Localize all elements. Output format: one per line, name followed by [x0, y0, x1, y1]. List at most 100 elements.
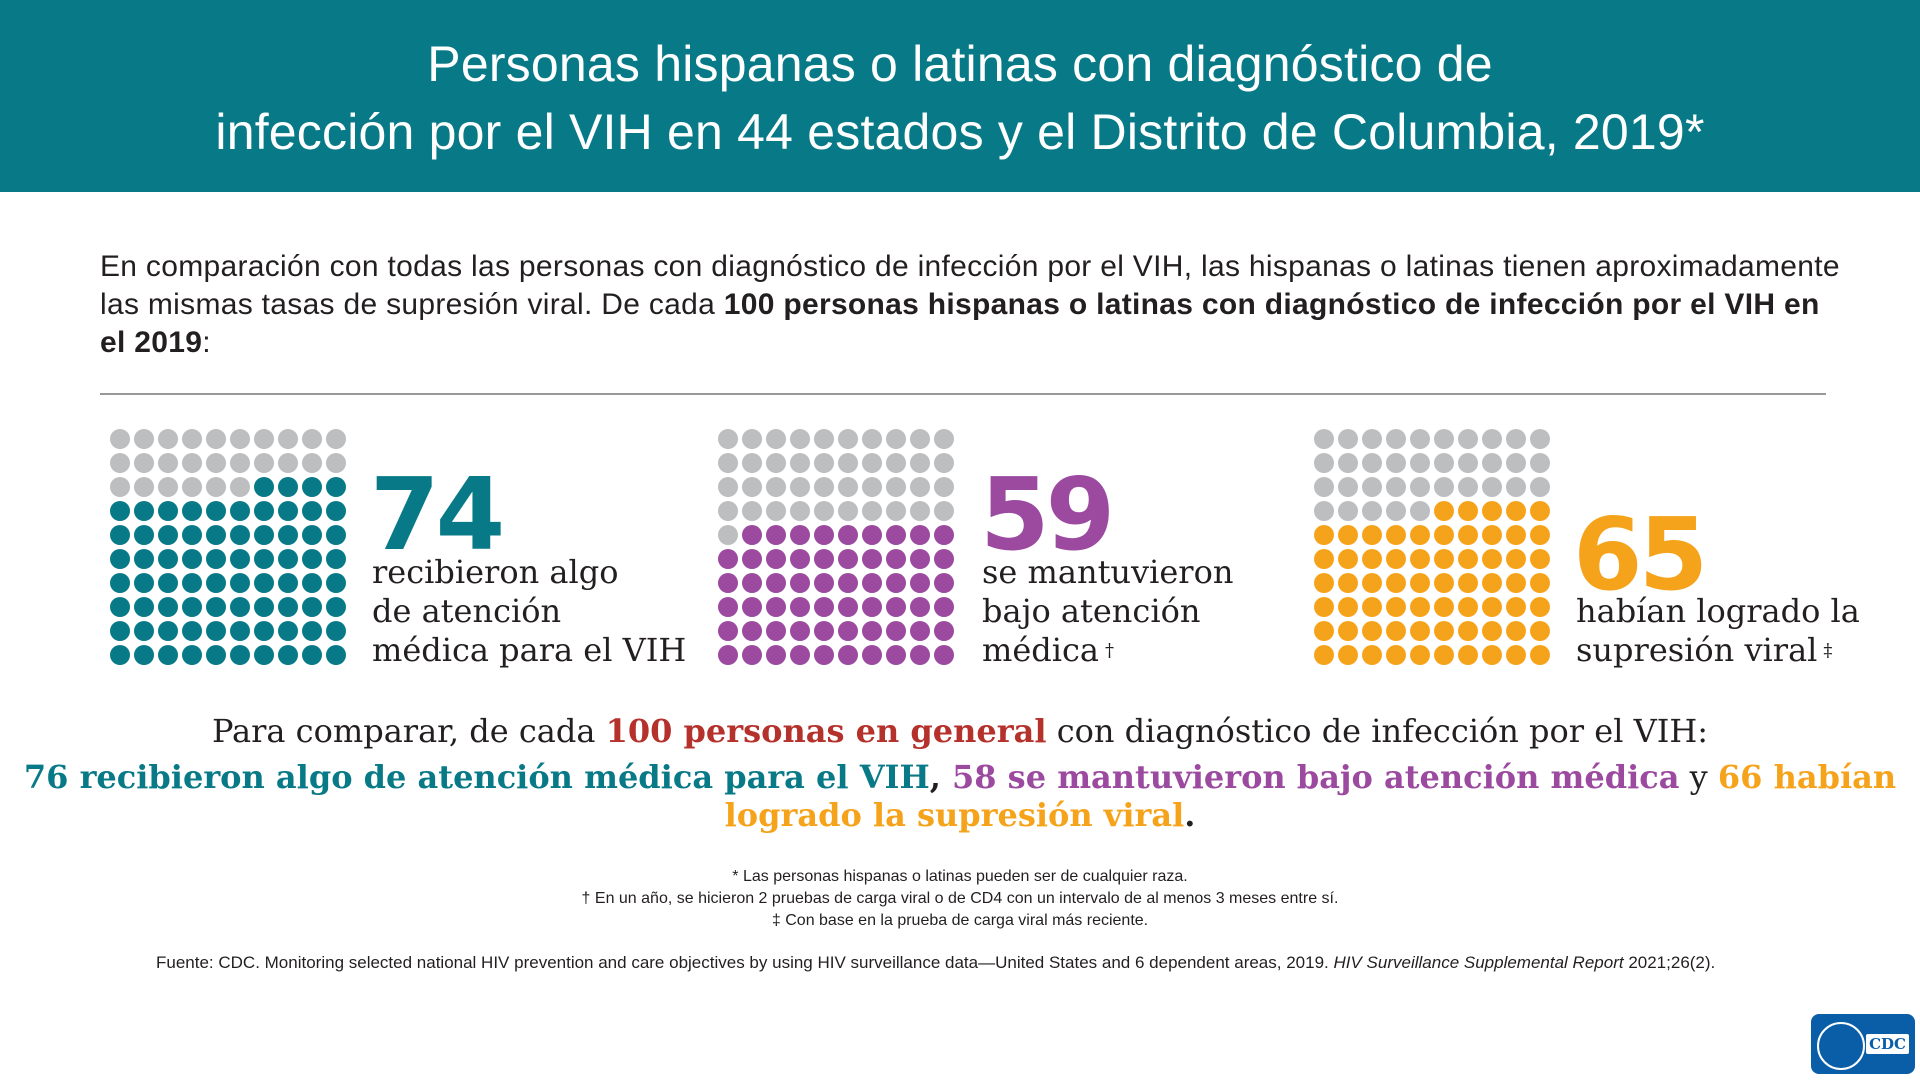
- grid-dot: [278, 501, 298, 521]
- grid-dot: [254, 429, 274, 449]
- grid-dot: [886, 549, 906, 569]
- grid-dot: [1506, 573, 1526, 593]
- grid-dot: [790, 501, 810, 521]
- grid-dot: [1410, 453, 1430, 473]
- grid-dot: [1338, 621, 1358, 641]
- grid-dot: [1362, 573, 1382, 593]
- stat-value-care: 74: [370, 456, 505, 573]
- grid-dot: [1434, 501, 1454, 521]
- dot-grid-care: [110, 429, 346, 665]
- grid-dot: [134, 573, 154, 593]
- grid-dot: [910, 573, 930, 593]
- grid-dot: [254, 573, 274, 593]
- stat-label-care-line1: recibieron algo: [372, 553, 619, 591]
- grid-dot: [158, 453, 178, 473]
- grid-dot: [1338, 453, 1358, 473]
- grid-dot: [158, 597, 178, 617]
- grid-dot: [278, 429, 298, 449]
- grid-dot: [110, 525, 130, 545]
- grid-dot: [326, 453, 346, 473]
- grid-dot: [862, 573, 882, 593]
- grid-dot: [230, 549, 250, 569]
- grid-dot: [206, 549, 226, 569]
- grid-dot: [1362, 501, 1382, 521]
- stat-label-care-line3: médica para el VIH: [372, 631, 687, 669]
- grid-dot: [326, 573, 346, 593]
- grid-dot: [158, 525, 178, 545]
- grid-dot: [886, 501, 906, 521]
- grid-dot: [206, 477, 226, 497]
- grid-dot: [302, 429, 322, 449]
- comparison-intro: Para comparar, de cada 100 personas en g…: [0, 712, 1920, 750]
- footnote-1: * Las personas hispanas o latinas pueden…: [732, 868, 1188, 885]
- grid-dot: [766, 597, 786, 617]
- stat-label-care-line2: de atención: [372, 592, 562, 630]
- footnote-3: ‡ Con base en la prueba de carga viral m…: [771, 912, 1149, 929]
- grid-dot: [1458, 429, 1478, 449]
- grid-dot: [326, 429, 346, 449]
- grid-dot: [1434, 573, 1454, 593]
- title-line-2: infección por el VIH en 44 estados y el …: [215, 104, 1705, 160]
- grid-dot: [1530, 525, 1550, 545]
- grid-dot: [1506, 597, 1526, 617]
- grid-dot: [766, 453, 786, 473]
- grid-dot: [326, 525, 346, 545]
- grid-dot: [838, 549, 858, 569]
- grid-dot: [230, 621, 250, 641]
- grid-dot: [1482, 573, 1502, 593]
- grid-dot: [254, 645, 274, 665]
- grid-dot: [1506, 645, 1526, 665]
- grid-dot: [302, 573, 322, 593]
- grid-dot: [110, 453, 130, 473]
- cdc-logo-text: CDC: [1866, 1034, 1909, 1054]
- grid-dot: [910, 549, 930, 569]
- grid-dot: [766, 645, 786, 665]
- grid-dot: [814, 429, 834, 449]
- grid-dot: [278, 453, 298, 473]
- grid-dot: [326, 501, 346, 521]
- grid-dot: [1338, 525, 1358, 545]
- intro-text: En comparación con todas las personas co…: [100, 250, 1840, 321]
- grid-dot: [326, 549, 346, 569]
- grid-dot: [134, 477, 154, 497]
- grid-dot: [838, 501, 858, 521]
- grid-dot: [934, 429, 954, 449]
- grid-dot: [302, 597, 322, 617]
- grid-dot: [326, 621, 346, 641]
- grid-dot: [862, 525, 882, 545]
- grid-dot: [790, 525, 810, 545]
- grid-dot: [1410, 621, 1430, 641]
- grid-dot: [814, 501, 834, 521]
- grid-dot: [1314, 429, 1334, 449]
- grid-dot: [718, 525, 738, 545]
- grid-dot: [790, 453, 810, 473]
- footnote-2: † En un año, se hicieron 2 pruebas de ca…: [581, 890, 1339, 907]
- comparison-values: 76 recibieron algo de atención médica pa…: [0, 758, 1920, 834]
- grid-dot: [230, 597, 250, 617]
- grid-dot: [718, 453, 738, 473]
- grid-dot: [790, 597, 810, 617]
- grid-dot: [254, 453, 274, 473]
- grid-dot: [1506, 501, 1526, 521]
- grid-dot: [1386, 477, 1406, 497]
- grid-dot: [1434, 621, 1454, 641]
- grid-dot: [790, 573, 810, 593]
- grid-dot: [886, 477, 906, 497]
- grid-dot: [278, 525, 298, 545]
- grid-dot: [718, 573, 738, 593]
- grid-dot: [862, 477, 882, 497]
- grid-dot: [814, 573, 834, 593]
- grid-dot: [254, 597, 274, 617]
- grid-dot: [1410, 501, 1430, 521]
- grid-dot: [718, 645, 738, 665]
- grid-dot: [1338, 501, 1358, 521]
- cdc-logo: CDC: [1811, 1014, 1915, 1074]
- grid-dot: [1482, 525, 1502, 545]
- grid-dot: [1386, 429, 1406, 449]
- grid-dot: [910, 501, 930, 521]
- grid-dot: [110, 549, 130, 569]
- stat-label-suppressed-line2: supresión viral: [1576, 631, 1818, 669]
- grid-dot: [1386, 645, 1406, 665]
- comparison-care: 76 recibieron algo de atención médica pa…: [23, 758, 930, 796]
- grid-dot: [326, 597, 346, 617]
